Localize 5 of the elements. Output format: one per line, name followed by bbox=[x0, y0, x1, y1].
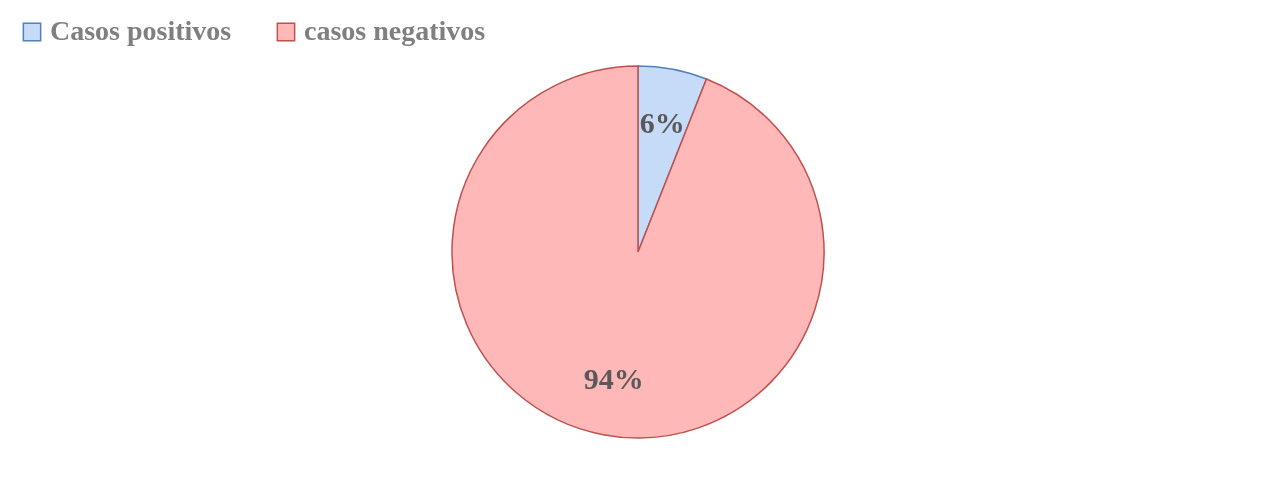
legend-label: Casos positivos bbox=[50, 15, 232, 46]
legend-label: casos negativos bbox=[304, 15, 486, 46]
pie-slice bbox=[451, 65, 825, 439]
data-label: 6% bbox=[639, 106, 685, 140]
data-label: 94% bbox=[583, 361, 644, 395]
